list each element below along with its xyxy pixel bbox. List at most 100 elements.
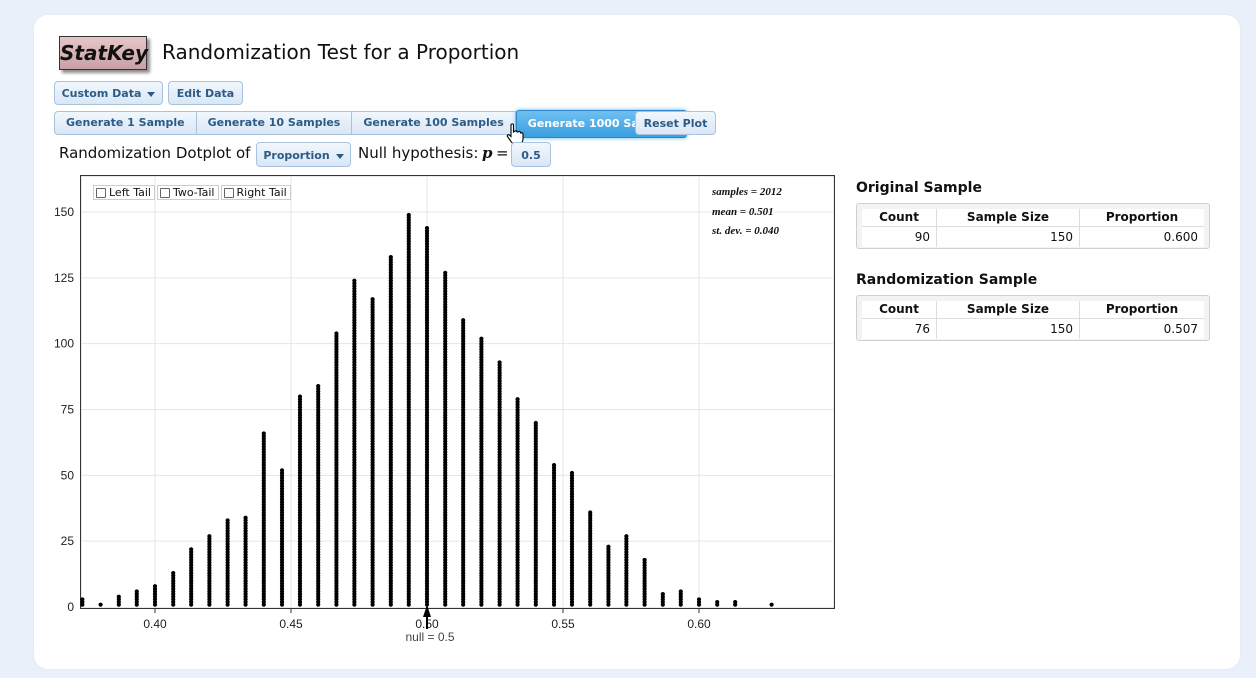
data-dot [171, 570, 176, 576]
dot-column [207, 534, 212, 607]
data-dot [515, 397, 520, 402]
left-tail-checkbox[interactable]: Left Tail [93, 185, 155, 200]
dot-column [443, 270, 448, 607]
data-dot [225, 518, 230, 523]
data-dot [443, 270, 448, 275]
mean-stat: mean = 0.501 [712, 205, 774, 218]
data-dot [316, 384, 321, 389]
data-dot [116, 594, 121, 599]
data-dot [733, 599, 738, 605]
custom-data-label: Custom Data [61, 87, 142, 100]
dot-column [497, 360, 502, 607]
dot-column [515, 397, 520, 607]
generate-1-sample-button[interactable]: Generate 1 Sample [55, 112, 197, 134]
p-symbol: p [482, 144, 493, 162]
data-dot [497, 360, 502, 365]
dot-column [588, 510, 593, 607]
data-dot [461, 318, 466, 323]
dot-column [660, 592, 665, 607]
generate-10-samples-button[interactable]: Generate 10 Samples [197, 112, 353, 134]
hand-pointer-icon [506, 123, 524, 145]
right-tail-label: Right Tail [236, 186, 287, 199]
randomization-sample-title: Randomization Sample [856, 272, 1038, 288]
dot-column [334, 331, 339, 607]
data-dot [678, 589, 683, 594]
dot-column [261, 431, 266, 607]
checkbox-icon [223, 187, 234, 198]
table-cell: 0.600 [1163, 230, 1198, 244]
table-cell: 76 [862, 318, 937, 339]
right-tail-checkbox[interactable]: Right Tail [220, 185, 291, 200]
dot-column [352, 278, 357, 607]
data-dot [606, 544, 611, 549]
dot-column [678, 589, 683, 607]
data-dot [189, 547, 194, 552]
generate-button-group: Generate 1 Sample Generate 10 Samples Ge… [54, 110, 688, 138]
dot-column [406, 212, 411, 607]
dot-column [388, 254, 393, 607]
dot-column [715, 599, 720, 607]
data-dot [406, 212, 411, 218]
data-dot [696, 597, 702, 602]
checkbox-icon [159, 187, 170, 198]
data-dot [334, 331, 339, 336]
chevron-down-icon [147, 91, 156, 97]
statistic-label: Proportion [263, 149, 330, 162]
dot-column [479, 336, 484, 607]
null-value-input[interactable]: 0.5 [511, 142, 551, 167]
left-tail-label: Left Tail [109, 186, 151, 199]
table-header: Proportion [1079, 301, 1204, 319]
table-cell: 150 [936, 226, 1080, 247]
data-dot [588, 510, 593, 515]
plot-frame [80, 175, 835, 609]
dot-column [116, 594, 121, 607]
dot-column [297, 394, 303, 607]
data-dot [551, 463, 557, 468]
randomization-sample-table: Count Sample Size Proportion 76 150 0.50… [856, 295, 1210, 341]
table-header: Proportion [1079, 209, 1204, 227]
edit-data-button[interactable]: Edit Data [168, 81, 243, 105]
two-tail-checkbox[interactable]: Two-Tail [156, 185, 219, 200]
dot-column [370, 297, 375, 607]
data-dot [98, 602, 103, 607]
data-dot [279, 468, 285, 473]
table-cell: 0.507 [1163, 322, 1198, 336]
dot-column [189, 547, 194, 607]
table-header: Count [862, 209, 937, 227]
sd-stat: st. dev. = 0.040 [712, 225, 779, 237]
dot-column [134, 589, 139, 607]
dot-column [569, 470, 575, 607]
generate-100-samples-button[interactable]: Generate 100 Samples [352, 112, 516, 134]
chevron-down-icon [335, 153, 344, 159]
dot-column [279, 468, 285, 607]
dot-column [80, 597, 85, 607]
statistic-dropdown[interactable]: Proportion [256, 142, 351, 167]
table-header: Count [862, 301, 937, 319]
data-dot [388, 254, 393, 260]
data-dot [769, 602, 774, 607]
data-dot [152, 584, 158, 589]
statkey-logo: StatKey [59, 36, 148, 70]
samples-stat: samples = 2012 [712, 186, 782, 198]
dotplot-chart [80, 175, 835, 609]
equals-sign: = [496, 144, 509, 162]
dot-column [606, 544, 611, 607]
dot-column [152, 584, 158, 607]
table-cell: 150 [936, 318, 1080, 339]
dot-column [316, 384, 321, 607]
data-dot [261, 431, 266, 436]
dot-column [533, 420, 538, 607]
data-dot [352, 278, 357, 283]
data-dot [569, 470, 575, 476]
dot-column [551, 463, 557, 607]
dotplot-label: Randomization Dotplot of [59, 144, 251, 162]
dot-column [424, 226, 430, 607]
data-dot [533, 420, 538, 426]
dot-column [461, 318, 466, 607]
tail-options: Left Tail Two-Tail Right Tail [93, 185, 293, 200]
reset-plot-button[interactable]: Reset Plot [635, 111, 716, 135]
dot-column [98, 602, 103, 607]
data-dot [642, 557, 647, 563]
custom-data-dropdown[interactable]: Custom Data [54, 81, 163, 105]
summary-stats: samples = 2012 mean = 0.501 st. dev. = 0… [712, 183, 782, 242]
